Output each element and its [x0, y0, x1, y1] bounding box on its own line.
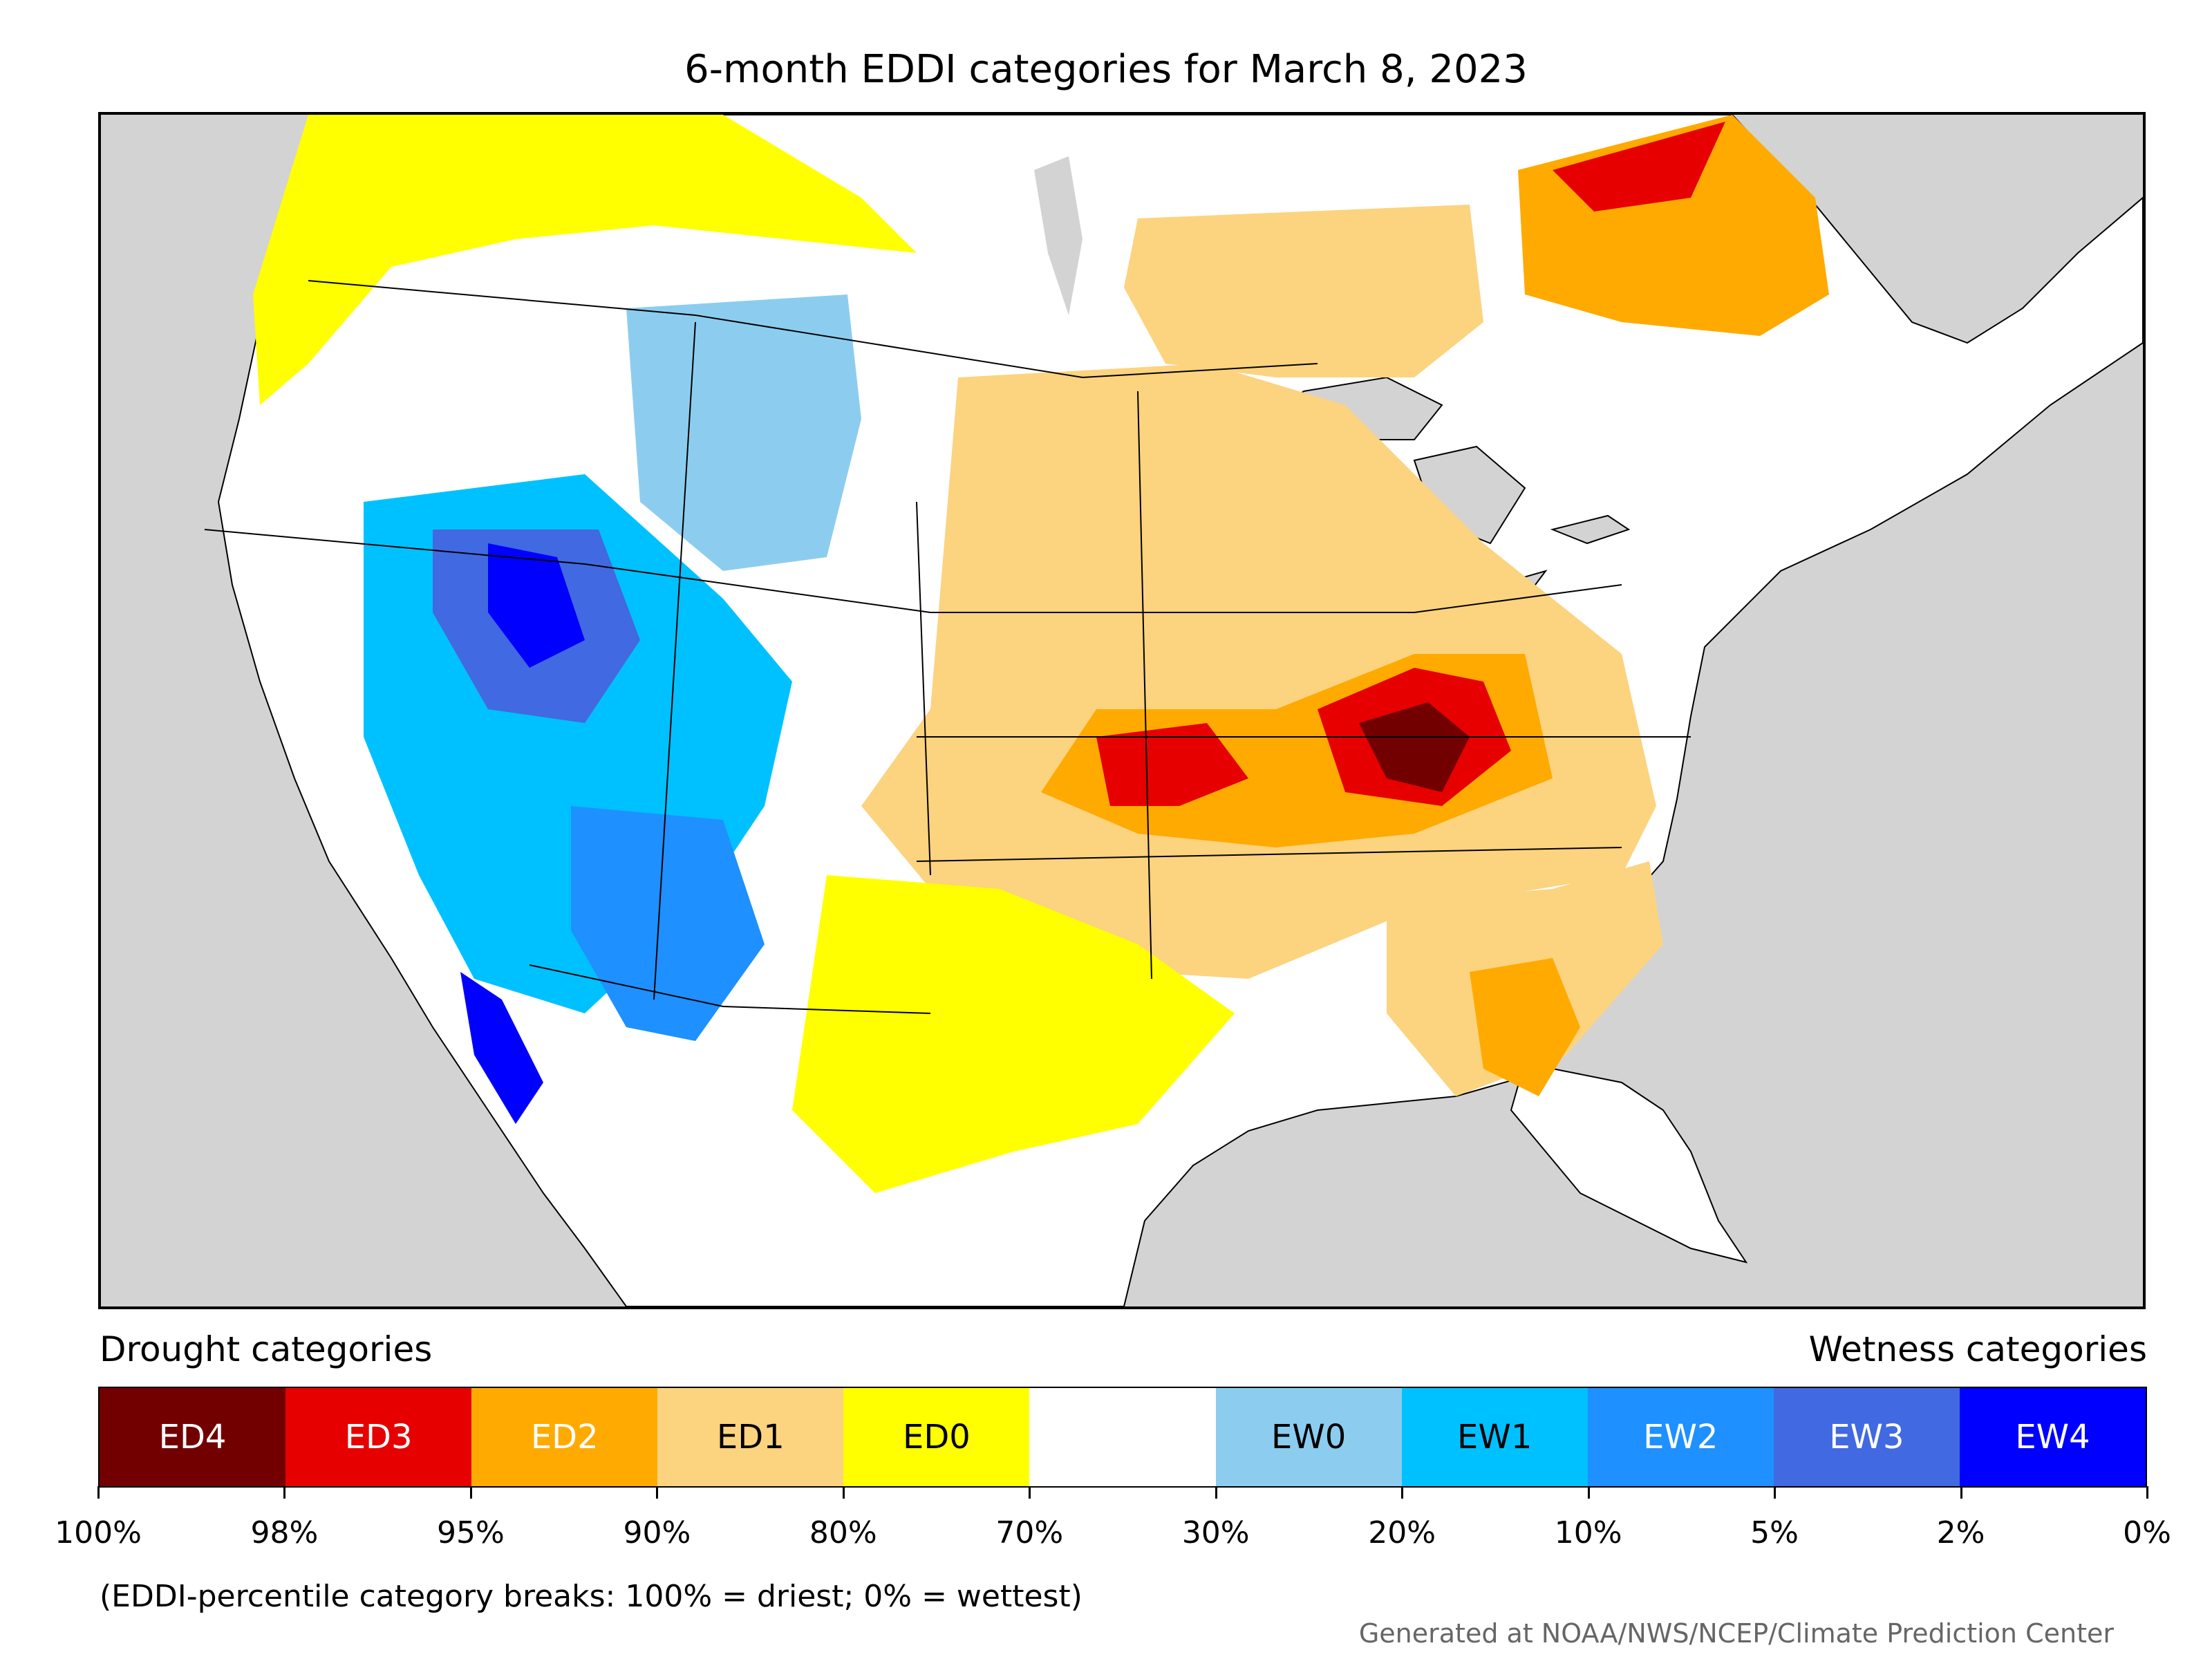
region-baja-coast-wet — [460, 972, 543, 1124]
region-georgia-florida-dry — [1470, 958, 1580, 1096]
category-swatch-ed2: ED2 — [471, 1388, 658, 1486]
colorbar-tick-label: 98% — [250, 1515, 319, 1550]
category-swatch-ed1: ED1 — [657, 1388, 844, 1486]
category-swatch-ed3: ED3 — [285, 1388, 472, 1486]
colorbar-tick — [842, 1486, 845, 1499]
region-indiana-kentucky-core-dry — [1359, 702, 1470, 792]
region-texas-gulf-dry — [792, 875, 1235, 1193]
political-boundaries — [204, 280, 1691, 1014]
category-regions — [253, 115, 1829, 1193]
category-breaks-note: (EDDI-percentile category breaks: 100% =… — [100, 1579, 1082, 1614]
category-colorbar: ED4 ED3 ED2 ED1 ED0 EW0 EW1 EW2 EW3 EW4 — [98, 1387, 2147, 1488]
category-swatch-ew2: EW2 — [1587, 1388, 1774, 1486]
colorbar-tick-label: 100% — [55, 1515, 142, 1550]
colorbar-tick — [283, 1486, 286, 1499]
colorbar-tick-label: 2% — [1936, 1515, 1985, 1550]
colorbar-tick-label: 10% — [1554, 1515, 1622, 1550]
colorbar-tick — [1029, 1486, 1031, 1499]
region-central-plains-dry — [861, 364, 1656, 979]
colorbar-tick-label: 20% — [1368, 1515, 1436, 1550]
colorbar-tick — [656, 1486, 659, 1499]
category-swatch-ew4: EW4 — [1959, 1388, 2146, 1486]
category-swatch-ed0: ED0 — [843, 1388, 1030, 1486]
colorbar-tick-label: 90% — [623, 1515, 691, 1550]
colorbar-tick-label: 30% — [1181, 1515, 1250, 1550]
colorbar-tick-label: 95% — [437, 1515, 505, 1550]
category-swatch-ed4: ED4 — [100, 1388, 286, 1486]
category-swatch-ew0: EW0 — [1215, 1388, 1402, 1486]
category-swatch-ew1: EW1 — [1401, 1388, 1588, 1486]
colorbar-tick — [97, 1486, 100, 1499]
category-swatch-normal — [1029, 1388, 1216, 1486]
region-missouri-core-dry — [1096, 723, 1248, 806]
colorbar-tick — [1587, 1486, 1590, 1499]
region-pacific-northwest-dry — [253, 115, 917, 405]
region-quebec-core-dry — [1553, 122, 1725, 212]
colorbar-tick — [1774, 1486, 1777, 1499]
colorbar-tick-label: 80% — [809, 1515, 877, 1550]
region-arizona-wet — [571, 806, 765, 1041]
wetness-categories-heading: Wetness categories — [1808, 1329, 2147, 1369]
colorbar-tick — [469, 1486, 472, 1499]
drought-categories-heading: Drought categories — [100, 1329, 433, 1369]
colorbar-tick — [2146, 1486, 2148, 1499]
lake-winnipeg — [1034, 156, 1082, 315]
colorbar-tick-label: 5% — [1750, 1515, 1799, 1550]
category-swatch-ew3: EW3 — [1773, 1388, 1960, 1486]
eddi-map — [98, 112, 2146, 1309]
region-canada-east-dry — [1124, 205, 1483, 377]
colorbar-tick-label: 70% — [995, 1515, 1064, 1550]
lake-ontario — [1550, 514, 1631, 545]
colorbar-tick-label: 0% — [2123, 1515, 2171, 1550]
colorbar-tick — [1401, 1486, 1404, 1499]
map-canvas — [204, 115, 2143, 1306]
map-title: 6-month EDDI categories for March 8, 202… — [684, 47, 1528, 92]
region-sierra-wet — [488, 543, 585, 668]
colorbar-ticks — [97, 1486, 2148, 1500]
credit-line: Generated at NOAA/NWS/NCEP/Climate Predi… — [1358, 1618, 2114, 1649]
colorbar-tick — [1215, 1486, 1217, 1499]
colorbar-tick — [1960, 1486, 1962, 1499]
